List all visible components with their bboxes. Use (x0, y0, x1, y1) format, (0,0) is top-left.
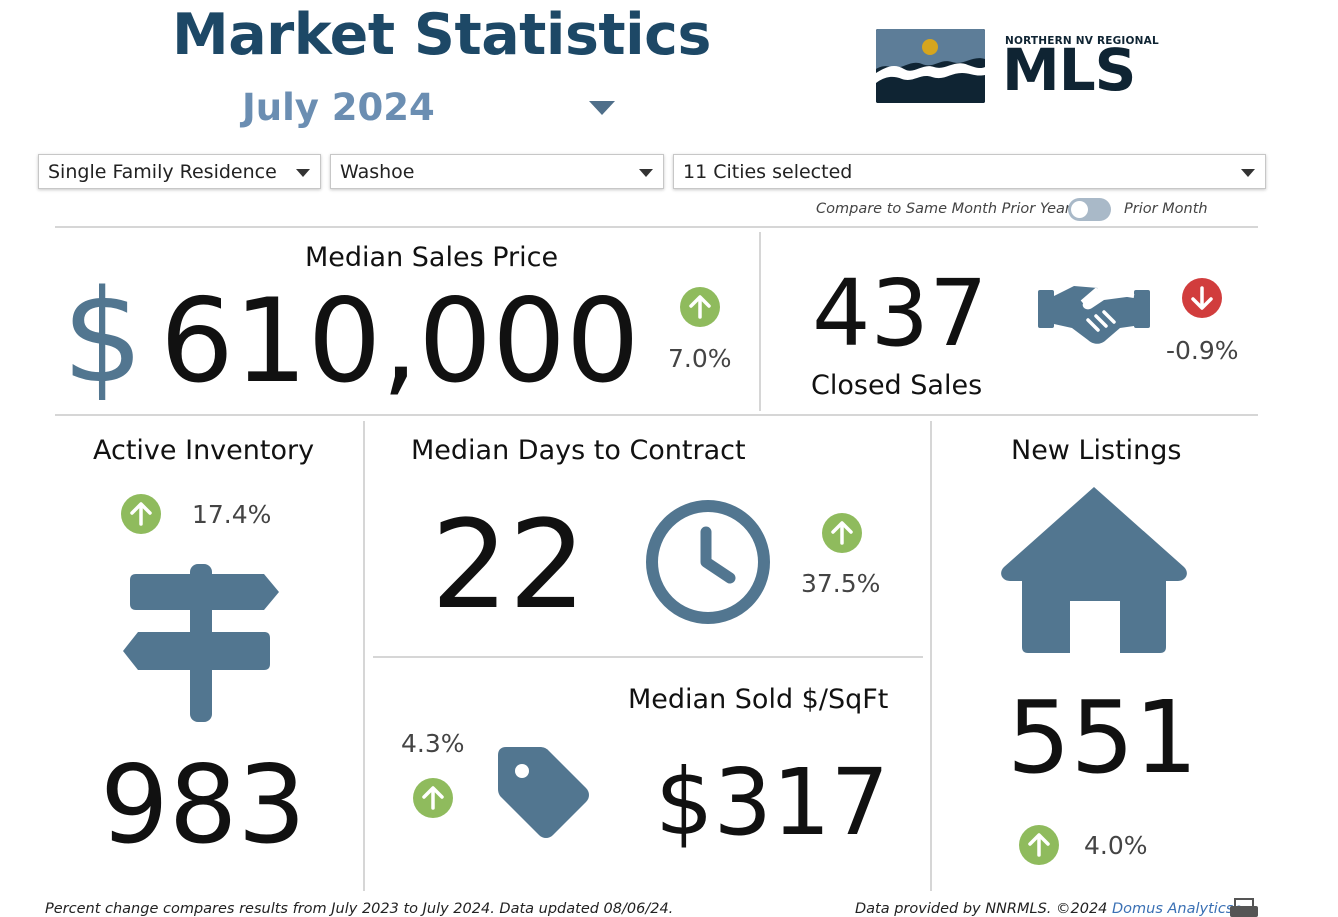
county-value: Washoe (340, 161, 415, 183)
footer-credit-text: Data provided by NNRMLS. ©2024 (855, 901, 1112, 917)
median-sales-price-change: 7.0% (668, 344, 732, 373)
divider-top-vertical (759, 232, 761, 411)
mls-logo-mark (876, 29, 985, 103)
logo-subtitle: NORTHERN NV REGIONAL (1005, 35, 1159, 47)
median-sold-sqft-label: Median Sold $/SqFt (628, 684, 889, 715)
toggle-knob (1071, 201, 1088, 218)
new-listings-label: New Listings (1011, 435, 1182, 466)
page-title: Market Statistics (172, 2, 711, 68)
print-icon[interactable] (1229, 898, 1259, 917)
closed-sales-label: Closed Sales (811, 370, 983, 401)
month-dropdown-caret-icon[interactable] (589, 101, 615, 115)
divider-middle (55, 414, 1258, 416)
footer-credit: Data provided by NNRMLS. ©2024 Domus Ana… (855, 901, 1244, 917)
chevron-down-icon (296, 169, 310, 177)
domus-analytics-link[interactable]: Domus Analytics (1112, 901, 1234, 917)
arrow-up-icon (822, 513, 862, 553)
active-inventory-value: 983 (100, 743, 307, 868)
median-sold-sqft-value: $317 (655, 749, 890, 856)
signpost-icon (122, 562, 280, 726)
median-days-to-contract-change: 37.5% (801, 569, 881, 598)
price-tag-icon (496, 745, 592, 845)
house-icon (998, 485, 1190, 659)
month-selector-label[interactable]: July 2024 (242, 86, 435, 129)
active-inventory-change: 17.4% (192, 500, 272, 529)
dollar-sign-icon: $ (62, 263, 144, 412)
median-days-to-contract-value: 22 (431, 494, 587, 636)
median-sold-sqft-change: 4.3% (401, 729, 465, 758)
arrow-up-icon (680, 287, 720, 327)
logo-wordmark: MLS (1002, 36, 1136, 104)
divider-left-vertical (363, 421, 365, 891)
median-sales-price-value: 610,000 (160, 274, 640, 409)
closed-sales-change: -0.9% (1166, 336, 1239, 365)
handshake-icon (1036, 276, 1152, 352)
new-listings-change: 4.0% (1084, 831, 1148, 860)
compare-prior-month-label: Prior Month (1124, 201, 1208, 217)
chevron-down-icon (639, 169, 653, 177)
chevron-down-icon (1241, 169, 1255, 177)
footer-note: Percent change compares results from Jul… (45, 901, 674, 917)
property-type-dropdown[interactable]: Single Family Residence (38, 154, 321, 189)
cities-value: 11 Cities selected (683, 161, 853, 183)
median-days-to-contract-label: Median Days to Contract (411, 435, 746, 466)
arrow-up-icon (1019, 825, 1059, 865)
closed-sales-value: 437 (812, 260, 988, 367)
active-inventory-label: Active Inventory (93, 435, 315, 466)
divider-center (373, 656, 923, 658)
property-type-value: Single Family Residence (48, 161, 277, 183)
arrow-down-icon (1182, 278, 1222, 318)
divider-top (55, 226, 1258, 228)
compare-period-toggle[interactable] (1068, 198, 1111, 221)
arrow-up-icon (413, 778, 453, 818)
cities-dropdown[interactable]: 11 Cities selected (673, 154, 1266, 189)
county-dropdown[interactable]: Washoe (330, 154, 664, 189)
divider-right-vertical (930, 421, 932, 891)
arrow-up-icon (121, 494, 161, 534)
clock-icon (644, 498, 772, 630)
new-listings-value: 551 (1007, 679, 1198, 796)
compare-prior-year-label: Compare to Same Month Prior Year (816, 201, 1071, 217)
median-sales-price-label: Median Sales Price (305, 242, 559, 273)
